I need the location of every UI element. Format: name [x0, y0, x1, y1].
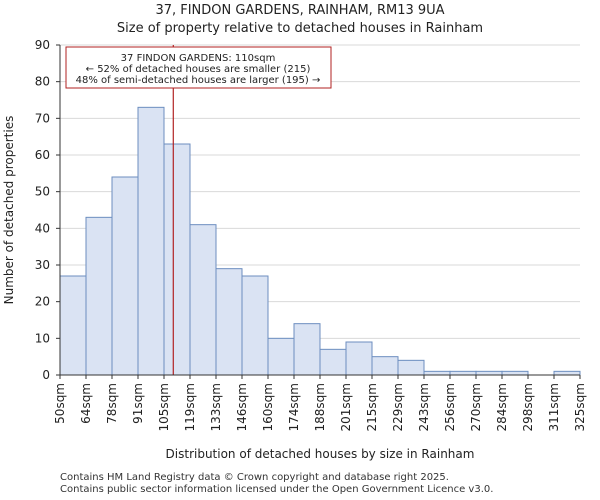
x-tick-label: 105sqm — [157, 383, 171, 431]
bar-270sqm — [475, 370, 503, 376]
x-tick-label: 201sqm — [339, 383, 353, 431]
bar-229sqm — [397, 359, 425, 376]
bar-311sqm — [553, 370, 581, 376]
y-tick-label: 70 — [35, 111, 50, 125]
bar-64sqm — [85, 216, 113, 376]
axes-group: 0 10 20 30 40 50 60 70 80 90 50sqm 64sqm 78sqm 91sqm 1… — [35, 38, 587, 431]
y-tick-label: 50 — [35, 185, 50, 199]
chart-subtitle: Size of property relative to detached ho… — [117, 21, 483, 36]
y-tick-label: 30 — [35, 258, 50, 272]
x-tick-label: 243sqm — [417, 383, 431, 431]
y-tick-label: 10 — [35, 331, 50, 345]
bar-256sqm — [449, 370, 477, 376]
x-tick-label: 215sqm — [365, 383, 379, 431]
x-tick-label: 160sqm — [261, 383, 275, 431]
bar-215sqm — [371, 356, 399, 376]
bar-133sqm — [215, 268, 243, 376]
bar-201sqm — [345, 341, 373, 376]
y-tick-label: 40 — [35, 221, 50, 235]
annotation-rect — [65, 46, 332, 89]
bar-105sqm — [163, 143, 191, 376]
x-tick-label: 229sqm — [391, 383, 405, 431]
bars-group — [59, 106, 581, 376]
bar-243sqm — [423, 370, 451, 376]
y-tick-label: 0 — [42, 368, 50, 382]
footer-line-1: Contains HM Land Registry data © Crown c… — [60, 472, 449, 483]
bar-50sqm — [59, 275, 87, 376]
bar-174sqm — [293, 323, 321, 376]
chart-title: 37, FINDON GARDENS, RAINHAM, RM13 9UA — [155, 3, 444, 18]
bar-284sqm — [501, 370, 529, 376]
x-axis-label: Distribution of detached houses by size … — [166, 447, 475, 461]
x-tick-label: 146sqm — [235, 383, 249, 431]
footer-line-2: Contains public sector information licen… — [60, 484, 494, 495]
annotation-line-3: 48% of semi-detached houses are larger (… — [76, 75, 321, 86]
x-tick-label: 174sqm — [287, 383, 301, 431]
x-tick-label: 311sqm — [547, 383, 561, 431]
y-tick-label: 90 — [35, 38, 50, 52]
histogram-chart: 37, FINDON GARDENS, RAINHAM, RM13 9UA Si… — [2, 3, 587, 461]
annotation-line-1: 37 FINDON GARDENS: 110sqm — [121, 53, 276, 64]
x-tick-label: 298sqm — [521, 383, 535, 431]
y-tick-label: 20 — [35, 295, 50, 309]
annotation-box: 37 FINDON GARDENS: 110sqm ← 52% of detac… — [65, 46, 332, 89]
bar-160sqm — [267, 337, 295, 376]
x-tick-label: 284sqm — [495, 383, 509, 431]
y-tick-label: 60 — [35, 148, 50, 162]
bar-188sqm — [319, 348, 347, 376]
x-tick-label: 133sqm — [209, 383, 223, 431]
x-tick-label: 188sqm — [313, 383, 327, 431]
x-tick-label: 50sqm — [53, 383, 67, 424]
x-tick-label: 91sqm — [131, 383, 145, 424]
x-tick-label: 256sqm — [443, 383, 457, 431]
bar-119sqm — [189, 224, 217, 376]
x-tick-label: 64sqm — [79, 383, 93, 424]
x-tick-label: 325sqm — [573, 383, 587, 431]
y-tick-label: 80 — [35, 75, 50, 89]
y-axis-label: Number of detached properties — [2, 116, 16, 305]
bar-146sqm — [241, 275, 269, 376]
annotation-line-2: ← 52% of detached houses are smaller (21… — [86, 64, 311, 75]
x-tick-label: 119sqm — [183, 383, 197, 431]
bar-78sqm — [111, 176, 139, 376]
x-tick-label: 270sqm — [469, 383, 483, 431]
bar-91sqm — [137, 106, 165, 376]
x-tick-label: 78sqm — [105, 383, 119, 424]
